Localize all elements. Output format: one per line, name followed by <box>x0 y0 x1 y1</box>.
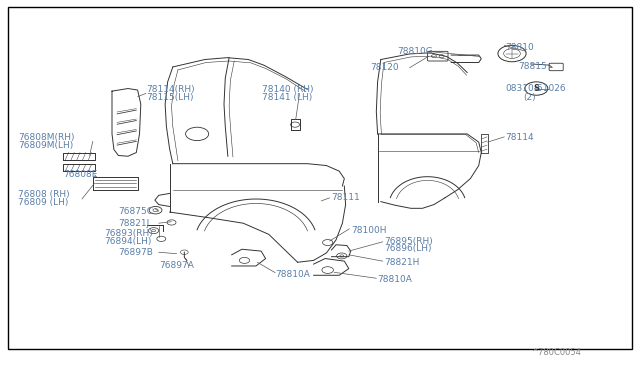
Text: 78115(LH): 78115(LH) <box>146 93 193 102</box>
Text: 76808E: 76808E <box>63 170 97 179</box>
Text: 76897B: 76897B <box>118 248 153 257</box>
Text: 78810G: 78810G <box>397 47 433 56</box>
Text: 08310-51026: 08310-51026 <box>506 84 566 93</box>
Text: 78810A: 78810A <box>275 270 310 279</box>
Text: 76897A: 76897A <box>159 262 193 270</box>
Text: 78141 (LH): 78141 (LH) <box>262 93 313 102</box>
Text: (2): (2) <box>524 93 536 102</box>
Text: 78100H: 78100H <box>351 226 386 235</box>
Text: 78810: 78810 <box>506 43 534 52</box>
Text: 76808M(RH): 76808M(RH) <box>18 133 74 142</box>
Text: 76809 (LH): 76809 (LH) <box>18 198 68 207</box>
Text: 78821H: 78821H <box>384 258 419 267</box>
Text: 78111: 78111 <box>332 193 360 202</box>
Text: 78815: 78815 <box>518 62 547 71</box>
Text: 76895(RH): 76895(RH) <box>384 237 433 246</box>
Text: 78810A: 78810A <box>378 275 412 284</box>
Text: 78120: 78120 <box>370 63 399 72</box>
Text: S: S <box>533 84 540 93</box>
Text: 76808 (RH): 76808 (RH) <box>18 190 70 199</box>
Text: 76894(LH): 76894(LH) <box>104 237 152 246</box>
Text: 78114: 78114 <box>506 133 534 142</box>
Text: 78821J: 78821J <box>118 219 150 228</box>
Text: 76893(RH): 76893(RH) <box>104 229 153 238</box>
Text: 78114(RH): 78114(RH) <box>146 85 195 94</box>
Text: 78140 (RH): 78140 (RH) <box>262 85 314 94</box>
Text: ^780C0054: ^780C0054 <box>531 348 581 357</box>
Text: 76896(LH): 76896(LH) <box>384 244 431 253</box>
Text: 76809M(LH): 76809M(LH) <box>18 141 73 150</box>
Text: 76875C: 76875C <box>118 207 154 216</box>
